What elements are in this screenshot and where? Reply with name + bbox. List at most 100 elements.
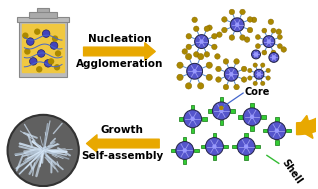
Bar (223, 145, 228, 148)
Circle shape (213, 145, 216, 148)
Circle shape (241, 77, 247, 82)
Circle shape (234, 84, 239, 90)
Circle shape (247, 27, 253, 33)
Bar (191, 128, 194, 133)
Circle shape (229, 35, 235, 40)
Bar (275, 139, 279, 145)
Circle shape (255, 35, 260, 40)
Circle shape (258, 73, 260, 76)
Polygon shape (297, 115, 313, 138)
Bar (220, 97, 223, 102)
Circle shape (195, 35, 209, 49)
Bar (179, 117, 184, 121)
Circle shape (222, 17, 227, 22)
Bar (261, 115, 266, 119)
Bar (17, 17, 69, 22)
Circle shape (38, 50, 45, 57)
Text: Growth: Growth (101, 125, 144, 135)
Bar (244, 133, 248, 138)
Circle shape (206, 74, 212, 81)
Circle shape (271, 28, 276, 33)
Circle shape (176, 142, 194, 159)
Bar (244, 155, 248, 160)
Circle shape (215, 54, 220, 59)
Circle shape (260, 63, 265, 67)
Circle shape (234, 59, 239, 64)
Circle shape (207, 25, 212, 30)
Circle shape (251, 17, 257, 22)
Circle shape (55, 65, 59, 70)
Bar (208, 109, 212, 113)
Circle shape (211, 33, 217, 39)
Bar (213, 133, 216, 138)
Circle shape (200, 40, 203, 43)
Circle shape (236, 23, 239, 26)
Bar (220, 120, 223, 125)
Circle shape (254, 69, 264, 79)
Circle shape (212, 102, 230, 120)
Circle shape (247, 17, 253, 22)
Circle shape (8, 115, 79, 186)
Circle shape (267, 40, 270, 43)
Circle shape (271, 50, 276, 55)
Circle shape (243, 108, 261, 126)
Circle shape (193, 70, 196, 73)
Circle shape (177, 74, 183, 81)
Circle shape (182, 49, 188, 54)
Circle shape (205, 138, 223, 155)
Bar (250, 103, 254, 108)
Circle shape (206, 62, 212, 68)
Circle shape (253, 63, 257, 67)
Circle shape (216, 66, 221, 72)
Circle shape (269, 53, 279, 62)
Circle shape (268, 122, 286, 139)
Circle shape (252, 50, 260, 59)
Circle shape (217, 32, 222, 37)
Circle shape (263, 36, 275, 47)
Bar (255, 145, 260, 148)
Circle shape (237, 138, 255, 155)
Bar (29, 12, 57, 18)
Circle shape (223, 59, 229, 64)
Circle shape (27, 38, 34, 45)
Bar (191, 105, 194, 110)
Circle shape (262, 50, 267, 55)
Bar (194, 149, 199, 152)
Circle shape (266, 68, 270, 73)
Circle shape (35, 29, 40, 34)
Circle shape (281, 47, 287, 52)
Circle shape (183, 149, 186, 152)
Bar (201, 145, 205, 148)
Circle shape (193, 52, 199, 57)
Circle shape (52, 36, 58, 41)
Circle shape (193, 26, 199, 32)
Circle shape (224, 67, 238, 81)
Circle shape (185, 53, 192, 60)
Circle shape (229, 9, 235, 15)
Circle shape (49, 59, 53, 64)
Circle shape (177, 62, 183, 68)
Bar (250, 126, 254, 131)
Circle shape (42, 30, 50, 37)
Bar (213, 155, 216, 160)
Circle shape (220, 109, 223, 112)
Text: Nucleation: Nucleation (88, 34, 151, 43)
Circle shape (37, 67, 42, 72)
Circle shape (277, 35, 282, 40)
Circle shape (197, 83, 204, 89)
Circle shape (272, 56, 275, 59)
Circle shape (220, 106, 223, 109)
Bar (202, 117, 206, 121)
Bar (22, 24, 64, 72)
Circle shape (276, 29, 281, 34)
Text: Shell: Shell (280, 157, 304, 185)
Circle shape (277, 44, 282, 49)
Circle shape (23, 33, 28, 38)
Bar (171, 149, 176, 152)
Circle shape (30, 58, 37, 65)
Bar (275, 117, 279, 122)
Circle shape (268, 19, 273, 25)
Bar (232, 145, 237, 148)
Circle shape (45, 60, 52, 67)
Circle shape (50, 42, 58, 49)
